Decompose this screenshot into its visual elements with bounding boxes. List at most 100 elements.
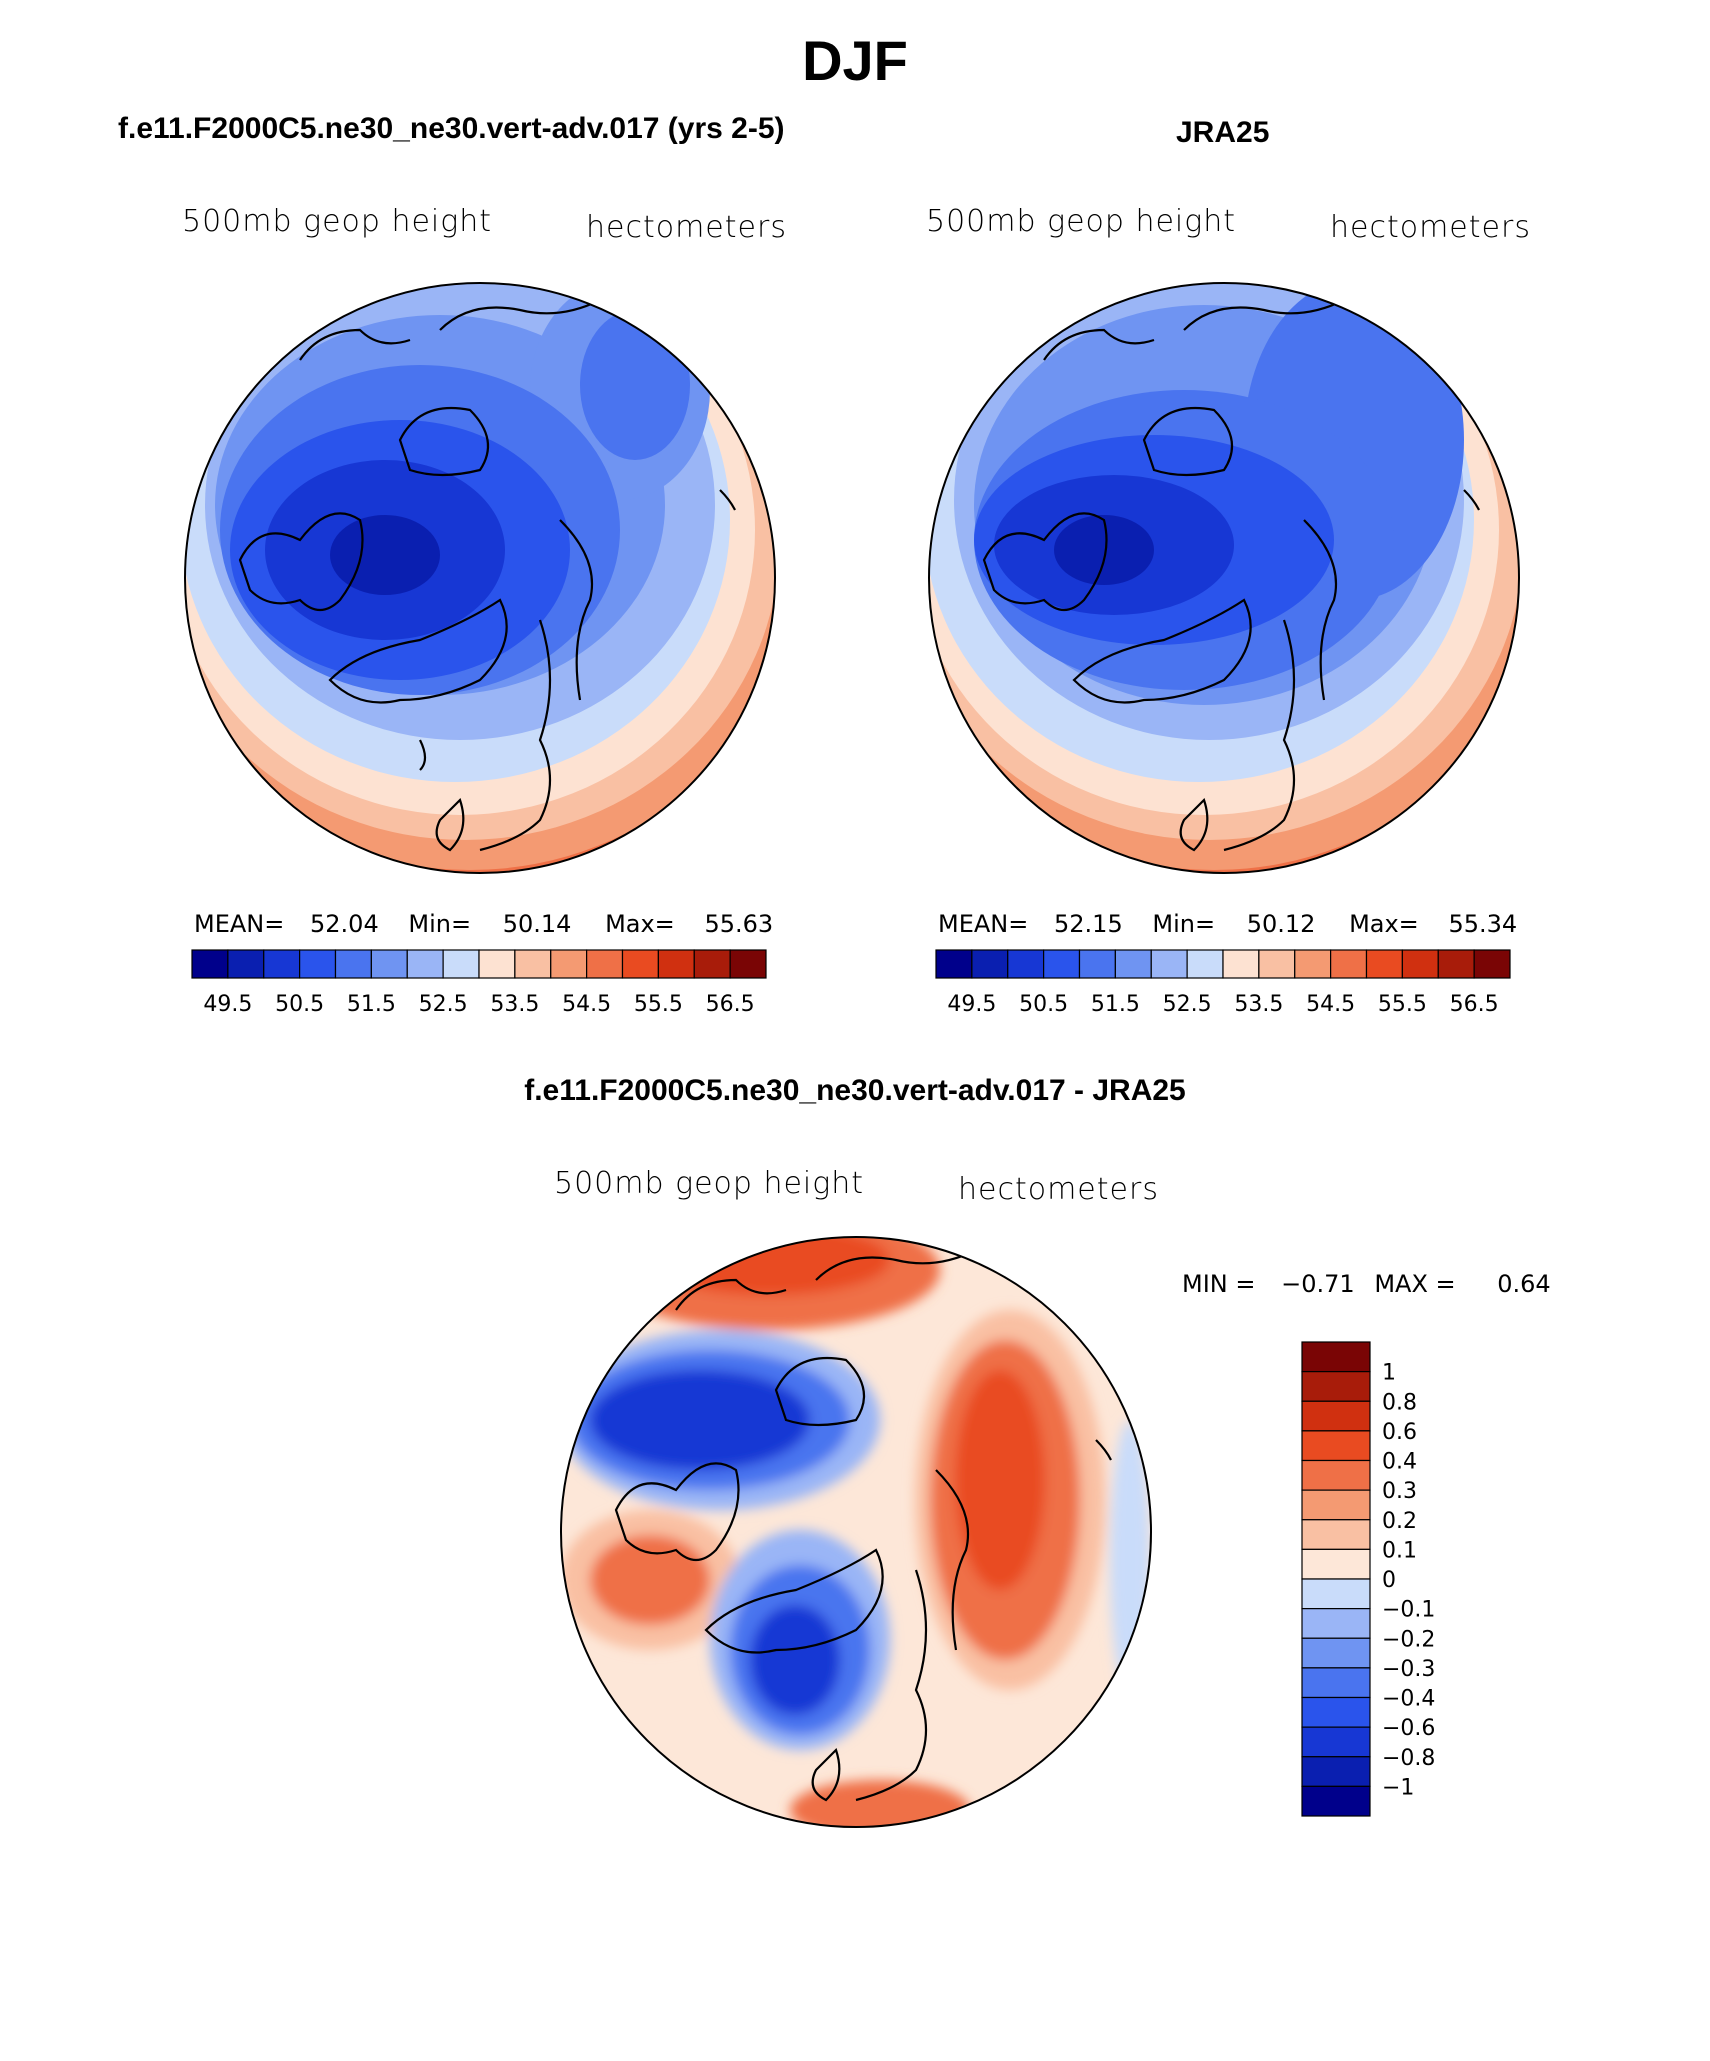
obs-units-label: hectometers: [1330, 210, 1531, 245]
max-value: 55.63: [704, 910, 774, 938]
colorbar-box: [1301, 1430, 1371, 1462]
contour-band: [330, 515, 440, 595]
mean-label: MEAN=: [938, 910, 1029, 938]
min-label: MIN =: [1182, 1270, 1256, 1298]
obs-panel-title: JRA25: [1176, 116, 1270, 149]
figure-title: DJF: [802, 29, 908, 92]
diff-map: [560, 1236, 1152, 1828]
colorbar-tick-label: 49.5: [947, 992, 996, 1017]
colorbar-box: [1301, 1400, 1371, 1432]
colorbar-box: [1150, 949, 1188, 979]
obs-colorbar: 49.5 50.5 51.5 52.5 53.5 54.5 55.5 56.5: [935, 949, 1511, 1017]
colorbar-tick-label: −1: [1382, 1775, 1414, 1800]
coastlines: [982, 298, 1480, 852]
diff-minmax: MIN = −0.71 MAX = 0.64: [1182, 1270, 1551, 1298]
colorbar-tick-label: 50.5: [275, 992, 324, 1017]
colorbar-tick-label: 53.5: [1234, 992, 1283, 1017]
colorbar-tick-label: −0.2: [1382, 1627, 1435, 1652]
contour-band: [590, 1370, 810, 1470]
colorbar-tick-label: 54.5: [562, 992, 611, 1017]
colorbar-tick-label: −0.8: [1382, 1746, 1435, 1771]
colorbar-box: [334, 949, 372, 979]
colorbar-tick-label: −0.3: [1382, 1657, 1435, 1682]
model-panel-title: f.e11.F2000C5.ne30_ne30.vert-adv.017 (yr…: [118, 112, 785, 145]
colorbar-box: [1301, 1371, 1371, 1402]
max-label: Max=: [1349, 910, 1419, 938]
colorbar-tick-label: 0.1: [1382, 1538, 1417, 1563]
colorbar-box: [1401, 949, 1439, 979]
colorbar-box: [1043, 949, 1081, 979]
contour-band: [1110, 1420, 1150, 1700]
colorbar-box: [935, 949, 973, 979]
colorbar-box: [406, 949, 444, 979]
colorbar-tick-label: 55.5: [634, 992, 683, 1017]
colorbar-box: [729, 949, 767, 979]
model-map: [184, 282, 776, 874]
colorbar-box: [1301, 1726, 1371, 1758]
colorbar-box: [621, 949, 659, 979]
mean-label: MEAN=: [194, 910, 285, 938]
min-label: Min=: [408, 910, 472, 938]
colorbar-box: [514, 949, 552, 979]
colorbar-tick-label: 53.5: [490, 992, 539, 1017]
colorbar-box: [442, 949, 480, 979]
colorbar-box: [1301, 1756, 1371, 1787]
colorbar-tick-label: 0: [1382, 1568, 1396, 1593]
colorbar-box: [1301, 1667, 1371, 1699]
colorbar-tick-label: −0.1: [1382, 1598, 1435, 1623]
colorbar-box: [191, 949, 229, 979]
colorbar-tick-label: 54.5: [1306, 992, 1355, 1017]
colorbar-tick-label: 51.5: [347, 992, 396, 1017]
colorbar-box: [1078, 949, 1116, 979]
obs-stats: MEAN= 52.15 Min= 50.12 Max= 55.34: [938, 910, 1517, 938]
colorbar-tick-label: 56.5: [1450, 992, 1499, 1017]
colorbar-tick-label: 0.8: [1382, 1390, 1417, 1415]
colorbar-box: [1330, 949, 1368, 979]
min-label: Min=: [1152, 910, 1216, 938]
model-stats: MEAN= 52.04 Min= 50.14 Max= 55.63: [194, 910, 773, 938]
max-label: Max=: [605, 910, 675, 938]
colorbar-box: [1301, 1489, 1371, 1521]
colorbar-box: [1186, 949, 1224, 979]
colorbar-tick-label: 0.2: [1382, 1509, 1417, 1534]
colorbar-tick-label: 1: [1382, 1361, 1396, 1386]
coastlines: [614, 1248, 1112, 1802]
colorbar-box: [971, 949, 1009, 979]
colorbar-box: [657, 949, 695, 979]
colorbar-box: [550, 949, 588, 979]
min-value: 50.14: [502, 910, 572, 938]
colorbar-tick-label: 55.5: [1378, 992, 1427, 1017]
colorbar-box: [478, 949, 516, 979]
diff-variable-label: 500mb geop height: [554, 1166, 865, 1201]
colorbar-box: [693, 949, 731, 979]
model-variable-label: 500mb geop height: [182, 204, 493, 239]
min-value: −0.71: [1281, 1270, 1355, 1298]
diff-panel-title: f.e11.F2000C5.ne30_ne30.vert-adv.017 - J…: [524, 1074, 1186, 1107]
diff-colorbar: −1 −0.8 −0.6 −0.4 −0.3 −0.2 −0.1 0 0.1 0.2 0.3 0.4 0…: [1301, 1341, 1435, 1817]
colorbar-box: [263, 949, 301, 979]
colorbar-tick-label: 0.6: [1382, 1420, 1417, 1445]
contour-band: [580, 310, 690, 460]
max-value: 0.64: [1497, 1270, 1551, 1298]
colorbar-box: [1301, 1548, 1371, 1580]
mean-value: 52.15: [1054, 910, 1123, 938]
contour-band: [790, 1780, 970, 1827]
colorbar-box: [370, 949, 408, 979]
colorbar-box: [1114, 949, 1152, 979]
colorbar-box: [1301, 1459, 1371, 1491]
max-label: MAX =: [1374, 1270, 1456, 1298]
min-value: 50.12: [1246, 910, 1316, 938]
colorbar-tick-label: 51.5: [1091, 992, 1140, 1017]
colorbar-tick-label: 0.4: [1382, 1450, 1417, 1475]
colorbar-box: [1301, 1341, 1371, 1373]
colorbar-box: [1301, 1637, 1371, 1669]
colorbar-tick-label: 56.5: [706, 992, 755, 1017]
colorbar-box: [1294, 949, 1332, 979]
colorbar-tick-label: 52.5: [419, 992, 468, 1017]
colorbar-tick-label: −0.6: [1382, 1716, 1435, 1741]
colorbar-box: [1258, 949, 1296, 979]
contour-band: [590, 1535, 710, 1625]
colorbar-tick-label: −0.4: [1382, 1687, 1435, 1712]
colorbar-box: [227, 949, 265, 979]
